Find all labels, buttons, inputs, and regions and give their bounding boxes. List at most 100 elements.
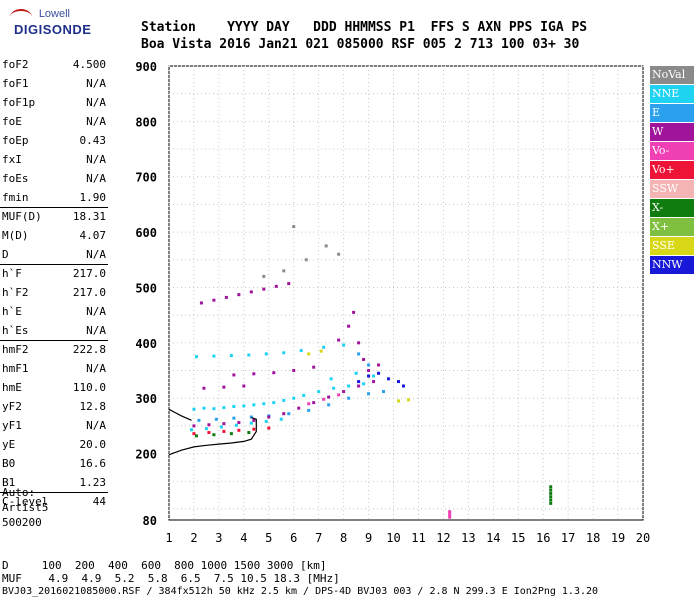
parameter-name: hmE [2,381,22,394]
parameter-value: 4.07 [79,229,107,242]
x-tick-label: 7 [315,531,322,545]
logo-bottom-text: DIGISONDE [14,22,92,37]
parameter-name: MUF(D) [2,210,42,223]
data-point [448,512,452,516]
parameter-row: C-level 44 [2,495,106,514]
data-point [402,384,406,388]
data-point [448,515,452,519]
auto-method: Artist5 [2,501,49,514]
data-point [352,310,356,314]
parameter-row: hmF1 N/A [2,362,106,381]
data-point [549,488,553,492]
x-tick-label: 3 [215,531,222,545]
data-point [287,412,291,416]
data-point [357,352,361,356]
x-tick-label: 2 [190,531,197,545]
data-point [307,402,311,406]
data-point [319,349,323,353]
data-point [332,386,336,390]
legend-entry: NNW [650,256,694,274]
parameter-row: foF1 N/A [2,77,106,96]
parameter-row: h`F 217.0 [2,267,106,286]
data-point [219,425,223,429]
data-point [272,401,276,405]
data-point [357,341,361,345]
data-point [229,354,233,358]
data-point [247,431,251,435]
chart-tick-labels: 1 2 3 4 5 6 7 8 9 10 11 12 13 14 15 16 17 18 19 20802003004… [135,60,650,545]
data-point [354,371,358,375]
parameter-name: D [2,248,9,261]
data-point [249,290,253,294]
legend-entry: SSE [650,237,694,255]
y-tick-label: 80 [143,514,157,528]
x-tick-label: 9 [365,531,372,545]
parameter-value: 217.0 [72,286,106,299]
parameter-value: 110.0 [72,381,106,394]
parameter-name: foE [2,115,22,128]
parameter-name: foF1 [2,77,29,90]
legend-entry: Vo- [650,142,694,160]
legend-entry: E [650,104,694,122]
parameter-value: 217.0 [72,267,106,280]
auto-code: 500200 [2,516,42,529]
data-point [199,301,203,305]
data-point [242,384,246,388]
data-point [247,353,251,357]
data-point [249,421,253,425]
data-point [287,282,291,286]
parameter-row: M(D) 4.07 [2,229,106,248]
parameter-value: N/A [86,115,106,128]
x-tick-label: 16 [536,531,550,545]
parameter-name: h`F2 [2,286,29,299]
data-point [322,397,326,401]
y-tick-label: 200 [135,448,157,462]
data-point [252,403,256,407]
data-point [387,377,391,381]
data-point [252,418,256,422]
parameter-value: N/A [86,305,106,318]
parameter-name: foF1p [2,96,36,109]
data-point [232,373,236,377]
data-point [292,369,296,373]
data-point [207,431,211,435]
data-point [272,371,276,375]
parameter-value: N/A [86,153,106,166]
parameter-separator [0,264,108,265]
data-point [222,429,226,433]
parameter-row: foF1p N/A [2,96,106,115]
data-point [367,363,371,367]
parameter-value: 0.43 [79,134,107,147]
data-point [274,284,278,288]
footer-muf-line: MUF 4.9 4.9 5.2 5.8 6.5 7.5 10.5 18.3 [M… [2,572,340,585]
trace-line [168,408,192,421]
data-point [367,369,371,373]
parameter-value: 16.6 [79,457,107,470]
data-point [362,357,366,361]
parameter-row: hmF2 222.8 [2,343,106,362]
x-tick-label: 19 [611,531,625,545]
parameter-row: yE 20.0 [2,438,106,457]
y-tick-label: 500 [135,281,157,295]
footer-distance-line: D 100 200 400 600 800 1000 1500 3000 [km… [2,559,327,572]
data-point [304,258,308,262]
parameter-name: h`Es [2,324,29,337]
y-tick-label: 900 [135,60,157,74]
legend-entry: X+ [650,218,694,236]
parameter-value: N/A [86,96,106,109]
parameter-value: 4.500 [72,58,106,71]
data-point [212,433,216,437]
legend-entry: NNE [650,85,694,103]
data-point [232,405,236,408]
parameter-row: h`F2 217.0 [2,286,106,305]
data-point [292,225,296,229]
data-point [342,390,346,394]
footer-file-info: BVJ03_2016021085000.RSF / 384fx512h 50 k… [2,586,599,597]
parameter-name: B0 [2,457,16,470]
data-point [237,421,241,425]
x-tick-label: 8 [340,531,347,545]
parameter-name: C-level [2,495,49,508]
legend-entry: X- [650,199,694,217]
parameter-name: M(D) [2,229,29,242]
plot-frame [168,65,644,521]
